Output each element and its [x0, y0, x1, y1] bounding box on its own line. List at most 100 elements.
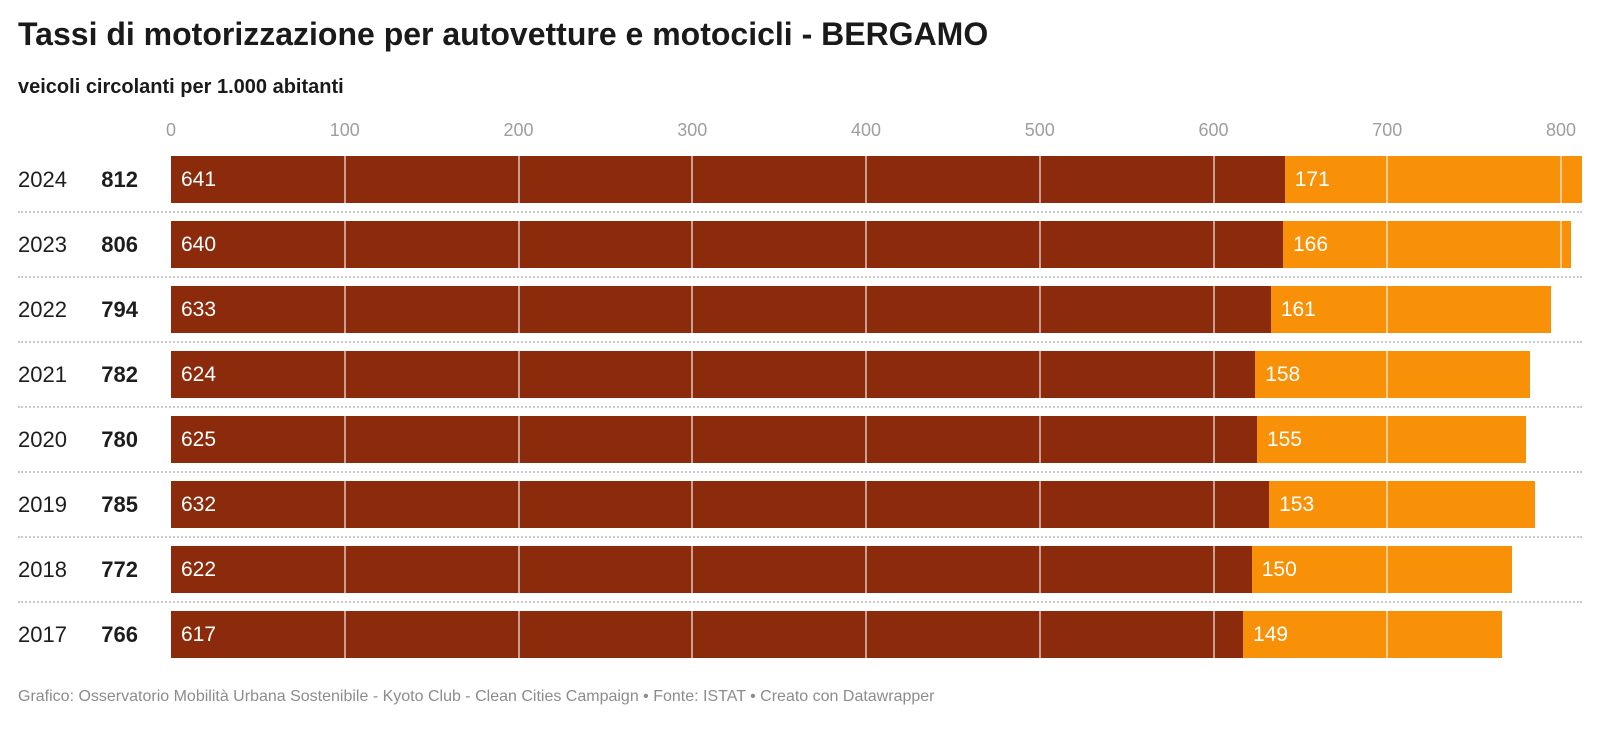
autovetture-segment	[171, 611, 1244, 658]
gridline	[1212, 351, 1215, 398]
gridline	[1386, 156, 1389, 203]
gridline	[865, 416, 867, 463]
gridline	[1212, 286, 1215, 333]
motocicli-value-label: 149	[1253, 623, 1289, 646]
autovetture-value-label: 625	[181, 428, 217, 451]
gridline	[517, 546, 520, 593]
chart-row: 2019 785 632 153	[0, 473, 1600, 538]
motocicli-segment	[1284, 156, 1582, 203]
stacked-bar: 641 171	[171, 156, 1582, 203]
chart-row: 2023 806 640 166	[0, 213, 1600, 278]
axis-tick-label: 100	[329, 120, 360, 140]
gridline	[343, 481, 346, 528]
gridline	[691, 416, 694, 463]
gridline	[1038, 416, 1041, 463]
gridline	[1212, 156, 1215, 203]
year-label: 2019	[18, 492, 67, 517]
total-label: 766	[101, 622, 138, 647]
motocicli-value-label: 155	[1266, 428, 1302, 451]
gridline	[691, 546, 694, 593]
autovetture-segment	[171, 221, 1283, 268]
autovetture-value-label: 622	[181, 558, 217, 581]
stacked-bar: 617 149	[171, 611, 1502, 658]
row-separator	[18, 211, 1582, 213]
motocicli-value-label: 153	[1279, 493, 1315, 516]
gridline	[865, 221, 867, 268]
gridline	[1212, 611, 1215, 658]
row-separator	[18, 341, 1582, 343]
gridline	[1038, 221, 1041, 268]
stacked-bar: 624 158	[171, 351, 1530, 398]
gridline	[691, 351, 694, 398]
year-label: 2018	[18, 557, 67, 582]
motocicli-segment	[1269, 481, 1535, 528]
gridline	[1386, 481, 1389, 528]
stacked-bar: 640 166	[171, 221, 1572, 268]
gridline	[691, 481, 694, 528]
gridline	[517, 351, 520, 398]
gridline	[1386, 416, 1389, 463]
autovetture-value-label: 617	[181, 623, 217, 646]
gridline	[517, 286, 520, 333]
axis-tick-label: 700	[1372, 120, 1403, 140]
chart-row: 2024 812 641 171	[0, 148, 1600, 213]
year-label: 2020	[18, 427, 67, 452]
gridline	[1560, 221, 1562, 268]
autovetture-value-label: 640	[181, 233, 217, 256]
gridline	[691, 221, 694, 268]
gridline	[865, 156, 867, 203]
total-label: 782	[101, 362, 138, 387]
motocicli-segment	[1251, 546, 1513, 593]
motocicli-segment	[1255, 351, 1530, 398]
motocicli-value-label: 158	[1265, 363, 1301, 386]
motocicli-value-label: 166	[1293, 233, 1329, 256]
axis-tick-label: 300	[677, 120, 708, 140]
year-label: 2021	[18, 362, 67, 387]
gridline	[1038, 156, 1041, 203]
year-label: 2017	[18, 622, 67, 647]
gridline	[517, 156, 520, 203]
gridline	[1212, 481, 1215, 528]
axis-tick-label: 800	[1545, 120, 1577, 140]
row-separator	[18, 536, 1582, 538]
autovetture-segment	[171, 546, 1252, 593]
stacked-bar: 625 155	[171, 416, 1527, 463]
gridline	[343, 611, 346, 658]
autovetture-segment	[171, 351, 1256, 398]
row-separator	[18, 471, 1582, 473]
chart-row: 2017 766 617 149	[0, 603, 1600, 668]
gridline	[343, 221, 346, 268]
gridline	[343, 286, 346, 333]
chart-area: 2024 812 641 171 2023 806 640 166 2022 794 633 161 2…	[0, 148, 1600, 668]
gridline	[517, 416, 520, 463]
gridline	[1038, 546, 1041, 593]
gridline	[343, 416, 346, 463]
motocicli-segment	[1283, 221, 1572, 268]
autovetture-segment	[171, 481, 1270, 528]
gridline	[865, 286, 867, 333]
total-label: 794	[101, 297, 138, 322]
chart-row: 2018 772 622 150	[0, 538, 1600, 603]
autovetture-segment	[171, 416, 1257, 463]
gridline	[343, 351, 346, 398]
gridline	[517, 221, 520, 268]
total-label: 806	[101, 232, 138, 257]
gridline	[865, 546, 867, 593]
gridline	[1386, 286, 1389, 333]
autovetture-value-label: 632	[181, 493, 217, 516]
row-separator	[18, 601, 1582, 603]
gridline	[343, 546, 346, 593]
gridline	[691, 611, 694, 658]
gridline	[865, 481, 867, 528]
gridline	[1038, 351, 1041, 398]
total-label: 780	[101, 427, 138, 452]
year-label: 2022	[18, 297, 67, 322]
stacked-bar: 622 150	[171, 546, 1513, 593]
gridline	[1212, 546, 1215, 593]
motocicli-value-label: 150	[1261, 558, 1297, 581]
gridline	[865, 611, 867, 658]
gridline	[1386, 546, 1389, 593]
motocicli-value-label: 171	[1294, 168, 1330, 191]
gridline	[1212, 416, 1215, 463]
